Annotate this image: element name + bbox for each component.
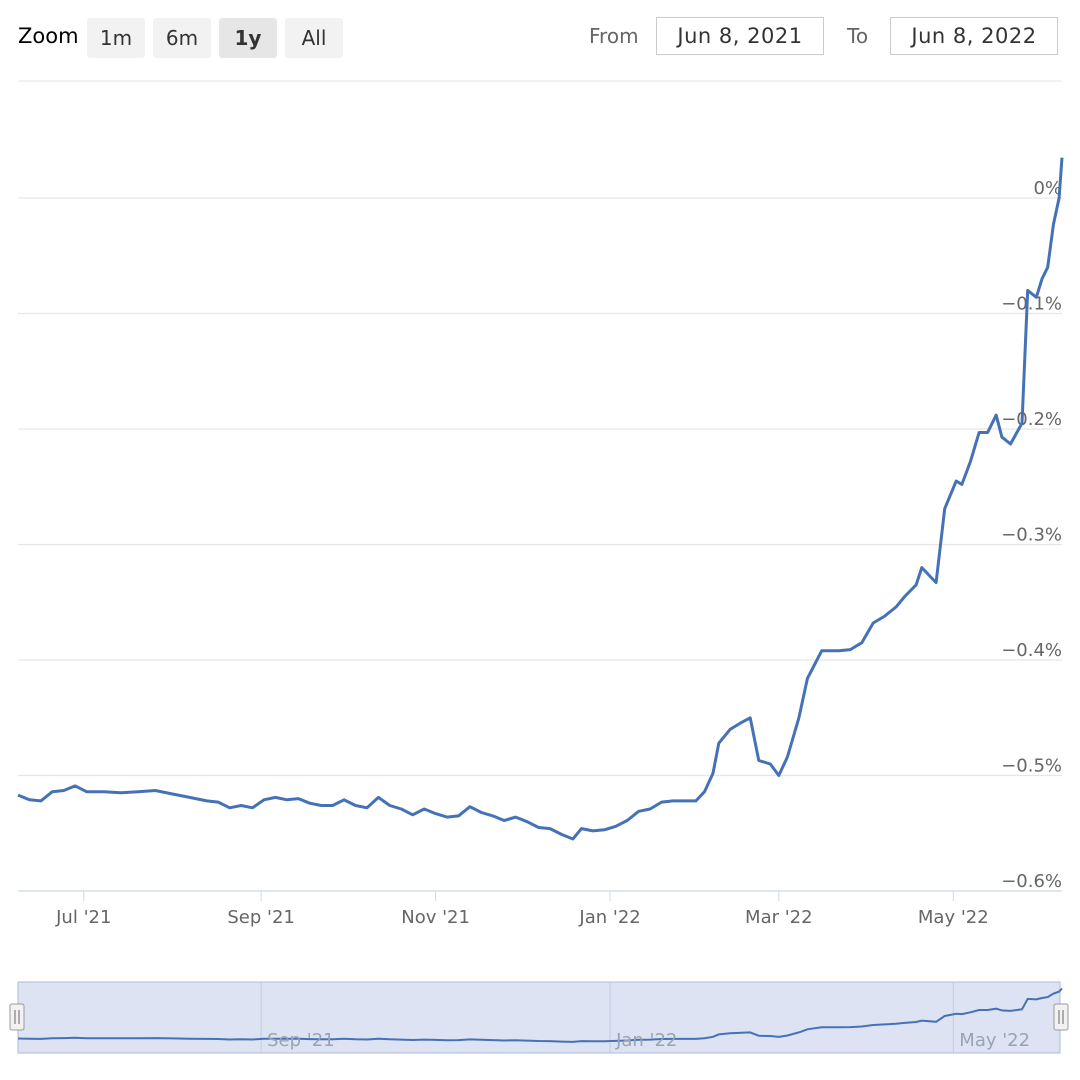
y-axis: 0% −0.1% −0.2% −0.3% −0.4% −0.5% −0.6% (1001, 178, 1062, 892)
zoom-6m-button[interactable]: 6m (153, 18, 211, 58)
to-date-input[interactable]: Jun 8, 2022 (890, 17, 1058, 55)
y-tick-label: −0.6% (1001, 871, 1062, 892)
zoom-label: Zoom (18, 24, 79, 48)
y-tick-label: 0% (1033, 178, 1062, 199)
navigator-left-handle[interactable] (9, 1003, 25, 1031)
y-tick-label: −0.2% (1001, 409, 1062, 430)
navigator-series-line (17, 987, 1063, 1043)
y-tick-label: −0.1% (1001, 294, 1062, 315)
x-tick-label: Jul '21 (55, 907, 111, 928)
y-tick-label: −0.5% (1001, 756, 1062, 777)
x-tick-label: Sep '21 (227, 907, 295, 928)
to-label: To (847, 24, 869, 48)
series-line (17, 157, 1064, 841)
navigator-x-label: Jan '22 (615, 1030, 677, 1051)
range-selector-toolbar: Zoom 1m 6m 1y All From Jun 8, 2021 To Ju… (0, 0, 1080, 76)
navigator[interactable]: Sep '21 Jan '22 May '22 (9, 981, 1069, 1054)
x-tick-label: Jan '22 (578, 907, 640, 928)
navigator-x-label: May '22 (959, 1030, 1030, 1051)
y-tick-label: −0.4% (1001, 640, 1062, 661)
navigator-x-labels: Sep '21 Jan '22 May '22 (267, 1030, 1030, 1051)
x-axis: Jul '21 Sep '21 Nov '21 Jan '22 Mar '22 May '… (55, 891, 989, 928)
zoom-1m-button[interactable]: 1m (87, 18, 145, 58)
navigator-mask[interactable] (17, 981, 1061, 1054)
x-tick-label: Mar '22 (745, 907, 813, 928)
from-label: From (589, 24, 639, 48)
zoom-all-button[interactable]: All (285, 18, 343, 58)
navigator-right-handle[interactable] (1053, 1003, 1069, 1031)
zoom-1y-button[interactable]: 1y (219, 18, 277, 58)
from-date-input[interactable]: Jun 8, 2021 (656, 17, 824, 55)
y-tick-label: −0.3% (1001, 525, 1062, 546)
y-gridlines (18, 197, 1062, 892)
x-tick-label: May '22 (918, 907, 989, 928)
x-tick-label: Nov '21 (401, 907, 470, 928)
navigator-x-label: Sep '21 (267, 1030, 335, 1051)
